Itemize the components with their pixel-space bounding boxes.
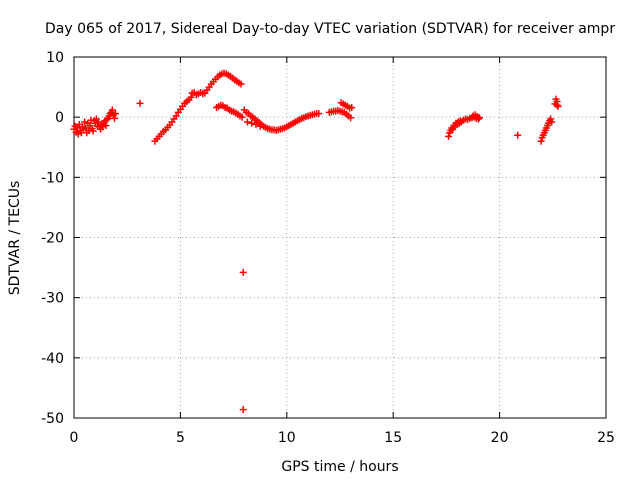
y-tick-label: -10: [41, 170, 64, 186]
data-point: [108, 106, 116, 114]
y-tick-label: -30: [41, 291, 64, 307]
data-point: [239, 406, 247, 414]
chart-title: Day 065 of 2017, Sidereal Day-to-day VTE…: [45, 21, 615, 37]
x-tick-label: 20: [491, 430, 509, 446]
y-tick-label: 10: [46, 50, 64, 66]
grid: [74, 57, 606, 418]
data-point: [474, 115, 482, 123]
data-point: [548, 118, 556, 126]
data-point: [475, 114, 483, 122]
data-point: [103, 116, 111, 124]
y-tick-label: -40: [41, 351, 64, 367]
axes: 0 5 10 15 20 25 -50 -40 -30 -20 -10 0 10: [41, 50, 615, 446]
data-point: [136, 99, 144, 107]
data-point: [239, 268, 247, 276]
data-point: [187, 93, 195, 101]
data-point: [89, 127, 97, 135]
data-points: [70, 69, 562, 414]
data-point: [99, 123, 107, 131]
data-point: [315, 110, 323, 118]
data-point: [238, 113, 246, 121]
data-point: [445, 132, 453, 140]
x-tick-label: 0: [70, 430, 79, 446]
y-tick-label: -50: [41, 411, 64, 427]
data-point: [74, 130, 82, 138]
data-point: [554, 102, 562, 110]
y-tick-label: 0: [55, 110, 64, 126]
data-point: [514, 131, 522, 139]
data-point: [347, 114, 355, 122]
data-point: [237, 80, 245, 88]
y-axis-label: SDTVAR / TECUs: [7, 181, 23, 296]
data-point: [553, 101, 561, 109]
data-point: [537, 137, 545, 145]
x-tick-label: 25: [597, 430, 615, 446]
data-point: [81, 118, 89, 126]
x-tick-label: 5: [176, 430, 185, 446]
x-tick-label: 10: [278, 430, 296, 446]
y-tick-label: -20: [41, 231, 64, 247]
data-point: [248, 119, 256, 127]
x-tick-label: 15: [384, 430, 402, 446]
data-point: [348, 104, 356, 112]
data-point: [102, 122, 110, 130]
data-point: [111, 110, 119, 118]
data-point: [110, 114, 118, 122]
data-point: [172, 112, 180, 120]
x-axis-label: GPS time / hours: [281, 459, 398, 475]
data-point: [243, 118, 251, 126]
